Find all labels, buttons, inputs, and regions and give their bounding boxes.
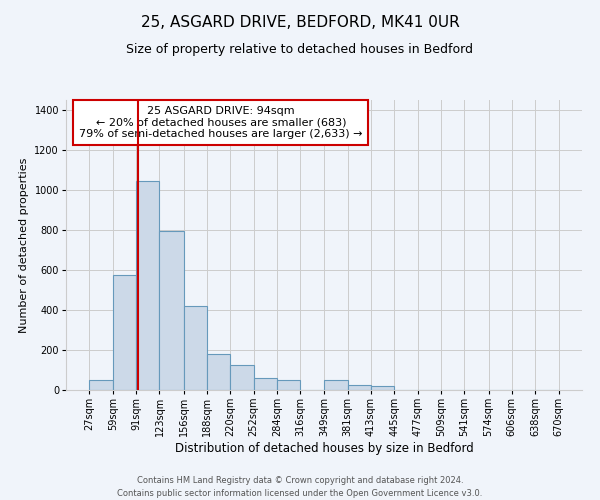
Text: Contains HM Land Registry data © Crown copyright and database right 2024.
Contai: Contains HM Land Registry data © Crown c… [118, 476, 482, 498]
Bar [207, 354, 230, 390]
Bar [113, 275, 136, 390]
Bar [230, 365, 254, 390]
Text: 25, ASGARD DRIVE, BEDFORD, MK41 0UR: 25, ASGARD DRIVE, BEDFORD, MK41 0UR [140, 15, 460, 30]
Bar [89, 380, 113, 390]
Y-axis label: Number of detached properties: Number of detached properties [19, 158, 29, 332]
Bar [277, 380, 300, 390]
Text: Size of property relative to detached houses in Bedford: Size of property relative to detached ho… [127, 42, 473, 56]
Bar [254, 378, 277, 390]
X-axis label: Distribution of detached houses by size in Bedford: Distribution of detached houses by size … [175, 442, 473, 455]
Bar [371, 386, 394, 390]
Bar [325, 380, 348, 390]
Bar [184, 306, 207, 390]
Bar [160, 231, 184, 390]
Bar [136, 181, 160, 390]
Bar [348, 385, 371, 390]
Text: 25 ASGARD DRIVE: 94sqm
← 20% of detached houses are smaller (683)
79% of semi-de: 25 ASGARD DRIVE: 94sqm ← 20% of detached… [79, 106, 362, 139]
